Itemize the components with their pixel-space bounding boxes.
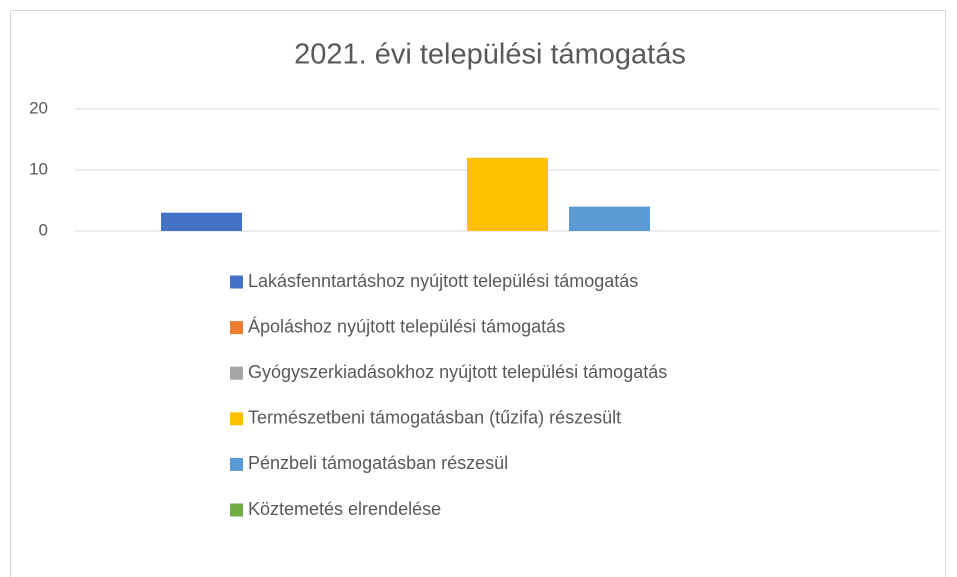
chart-title: 2021. évi települési támogatás — [294, 39, 686, 71]
bar — [467, 157, 548, 231]
y-tick-label: 10 — [29, 159, 48, 178]
legend-label: Gyógyszerkiadásokhoz nyújtott települési… — [248, 362, 667, 382]
legend-swatch — [230, 503, 243, 517]
bar — [161, 212, 242, 231]
legend-swatch — [230, 457, 243, 471]
bar — [569, 206, 650, 231]
legend-swatch — [230, 275, 243, 289]
chart-border — [10, 10, 946, 577]
legend-label: Pénzbeli támogatásban részesül — [248, 453, 508, 473]
legend-label: Ápoláshoz nyújtott települési támogatás — [248, 316, 565, 336]
legend-label: Lakásfenntartáshoz nyújtott települési t… — [248, 271, 638, 291]
legend-swatch — [230, 366, 243, 380]
legend-swatch — [230, 412, 243, 426]
legend-swatch — [230, 321, 243, 335]
legend-label: Természetbeni támogatásban (tűzifa) rész… — [248, 408, 621, 428]
legend-label: Köztemetés elrendelése — [248, 499, 441, 519]
y-tick-label: 0 — [39, 220, 48, 239]
y-tick-label: 20 — [29, 98, 48, 117]
